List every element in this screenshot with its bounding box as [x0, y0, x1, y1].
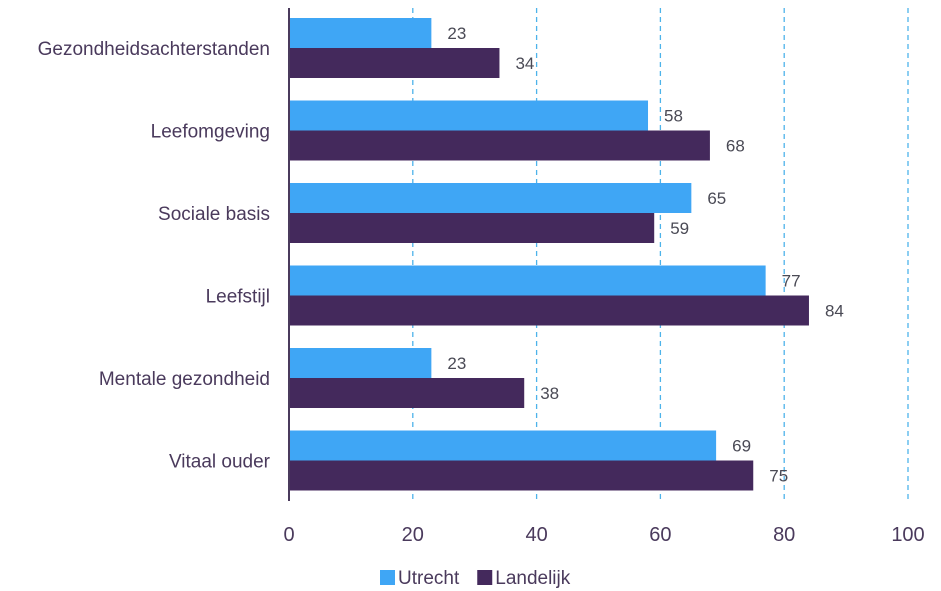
x-axis-ticks: 0 20 40 60 80 100 [283, 524, 924, 546]
category-label-sociale-basis: Sociale basis [158, 204, 270, 225]
x-tick-100: 100 [891, 524, 924, 546]
value-label-landelijk-leefstijl: 84 [825, 302, 844, 321]
bar-utrecht-vitaal-ouder [289, 430, 717, 461]
value-label-utrecht-gezondheidsachterstanden: 23 [447, 24, 466, 43]
legend-swatch-landelijk [477, 570, 493, 585]
value-label-landelijk-sociale-basis: 59 [670, 219, 689, 238]
value-labels: 23 34 58 68 65 59 77 84 23 38 69 75 [447, 24, 844, 486]
x-tick-60: 60 [649, 524, 671, 546]
category-labels: Gezondheidsachterstanden Leefomgeving Soci… [38, 39, 271, 473]
category-label-leefstijl: Leefstijl [206, 287, 270, 308]
value-label-utrecht-leefstijl: 77 [782, 272, 801, 291]
legend-label-landelijk: Landelijk [495, 568, 570, 589]
value-label-utrecht-mentale-gezondheid: 23 [447, 354, 466, 373]
gridlines [412, 8, 909, 500]
value-label-landelijk-mentale-gezondheid: 38 [540, 384, 559, 403]
bar-landelijk-sociale-basis [289, 213, 655, 243]
legend: Utrecht Landelijk [380, 568, 571, 589]
bar-landelijk-leefstijl [289, 295, 809, 326]
category-label-mentale-gezondheid: Mentale gezondheid [99, 369, 270, 390]
bar-utrecht-mentale-gezondheid [289, 348, 432, 378]
bar-landelijk-vitaal-ouder [289, 460, 754, 491]
bar-utrecht-leefomgeving [289, 100, 649, 131]
value-label-landelijk-leefomgeving: 68 [726, 137, 745, 156]
value-label-utrecht-sociale-basis: 65 [707, 189, 726, 208]
x-tick-40: 40 [525, 524, 547, 546]
legend-swatch-utrecht [380, 570, 395, 585]
x-tick-80: 80 [773, 524, 795, 546]
category-label-leefomgeving: Leefomgeving [151, 122, 270, 143]
x-tick-20: 20 [402, 524, 424, 546]
bars [289, 18, 809, 491]
bar-utrecht-gezondheidsachterstanden [289, 18, 432, 48]
bar-landelijk-gezondheidsachterstanden [289, 48, 500, 78]
bar-utrecht-sociale-basis [289, 183, 692, 213]
bar-landelijk-mentale-gezondheid [289, 378, 525, 408]
value-label-utrecht-vitaal-ouder: 69 [732, 437, 751, 456]
value-label-landelijk-vitaal-ouder: 75 [769, 467, 788, 486]
category-label-vitaal-ouder: Vitaal ouder [169, 452, 271, 473]
value-label-utrecht-leefomgeving: 58 [664, 107, 683, 126]
x-tick-0: 0 [283, 524, 294, 546]
legend-label-utrecht: Utrecht [398, 568, 460, 589]
bar-landelijk-leefomgeving [289, 130, 710, 161]
value-label-landelijk-gezondheidsachterstanden: 34 [515, 54, 534, 73]
category-label-gezondheidsachterstanden: Gezondheidsachterstanden [38, 39, 270, 60]
bar-utrecht-leefstijl [289, 265, 766, 296]
